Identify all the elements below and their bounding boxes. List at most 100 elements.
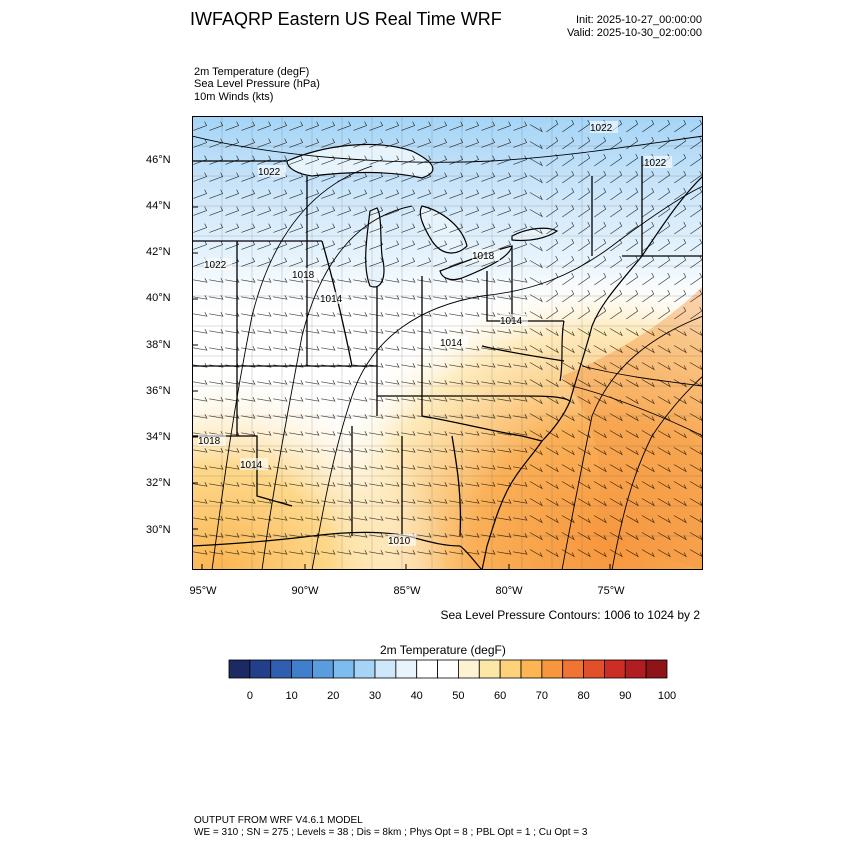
wind-barb <box>337 155 352 165</box>
wind-barb <box>529 345 543 354</box>
wind-barb <box>273 397 288 402</box>
wind-barb <box>417 363 432 368</box>
wind-barb <box>481 363 496 368</box>
wind-barb <box>225 431 240 436</box>
wind-barb <box>193 312 208 317</box>
wind-barb <box>449 138 464 148</box>
wind-barb <box>546 170 559 184</box>
wind-barb <box>657 515 671 524</box>
wind-barb <box>273 295 288 300</box>
wind-barb <box>209 189 224 199</box>
wind-barb <box>481 499 496 504</box>
wind-barb <box>401 240 416 250</box>
wind-barb <box>257 189 272 199</box>
wind-barb <box>641 447 655 456</box>
wind-barb <box>625 532 639 541</box>
wind-barb <box>241 448 256 453</box>
wind-barb <box>513 329 528 334</box>
wind-barb <box>481 121 496 131</box>
wind-barb <box>594 170 607 184</box>
wind-barb <box>546 119 559 133</box>
wind-barb <box>674 136 687 150</box>
wind-barb <box>497 329 512 334</box>
wind-barb <box>273 448 288 453</box>
wind-barb <box>513 516 528 521</box>
wind-barb <box>578 170 591 184</box>
wind-barb <box>225 516 240 521</box>
wind-barb <box>353 448 368 453</box>
wind-barb <box>465 533 480 538</box>
wind-barb <box>209 363 224 368</box>
wind-barb <box>641 481 655 490</box>
colorbar-swatch <box>624 659 647 679</box>
wind-barb <box>257 499 272 504</box>
wind-barb <box>562 289 575 303</box>
wind-barb <box>401 448 416 453</box>
wind-barb <box>337 448 352 453</box>
wind-barb <box>465 465 480 470</box>
wind-barb <box>449 257 464 267</box>
wind-barb <box>289 465 304 470</box>
wind-barb <box>209 329 224 334</box>
wind-barb <box>353 121 368 131</box>
wind-barb <box>513 223 528 233</box>
wind-barb <box>561 362 575 371</box>
wind-barb <box>449 363 464 368</box>
wind-barb <box>642 272 655 286</box>
wind-barb <box>561 464 575 473</box>
wind-barb <box>593 515 607 524</box>
wind-barb <box>449 121 464 131</box>
wind-barb <box>594 255 607 269</box>
wind-barb <box>209 240 224 250</box>
wind-barb <box>321 550 336 555</box>
wind-barb <box>449 516 464 521</box>
wind-barb <box>594 272 607 286</box>
lat-label-42: 42°N <box>146 246 171 258</box>
wind-barb <box>674 204 687 218</box>
wind-barb <box>497 363 512 368</box>
wind-barb <box>353 431 368 436</box>
colorbar-tick-label: 20 <box>327 690 340 702</box>
wind-barb <box>385 414 400 419</box>
wind-barb <box>417 414 432 419</box>
wind-barb <box>401 499 416 504</box>
wind-barb <box>481 223 496 233</box>
wind-barb <box>626 153 639 167</box>
wind-barb <box>449 448 464 453</box>
wind-barb <box>529 549 543 558</box>
wind-barb <box>690 119 703 133</box>
wind-barb <box>513 295 528 300</box>
footer-config: WE = 310 ; SN = 275 ; Levels = 38 ; Dis … <box>194 827 588 838</box>
contour-label: 1010 <box>388 536 411 547</box>
wind-barb <box>193 380 208 385</box>
wind-barb <box>513 257 528 267</box>
wind-barb <box>433 295 448 300</box>
wind-barb <box>497 550 512 555</box>
wind-barb <box>562 170 575 184</box>
wind-barb <box>353 414 368 419</box>
wind-barb <box>529 243 543 252</box>
wind-barb <box>497 257 512 267</box>
wind-barb <box>289 499 304 504</box>
wind-barb <box>609 515 623 524</box>
wind-barb <box>673 498 687 507</box>
wind-barb <box>337 363 352 368</box>
wind-barb <box>241 155 256 165</box>
wind-barb <box>337 550 352 555</box>
wind-barb <box>578 289 591 303</box>
wind-barb <box>562 153 575 167</box>
wind-barb <box>657 430 671 439</box>
wind-barb <box>529 226 543 235</box>
wind-barb <box>561 328 575 337</box>
contour-label: 1022 <box>258 167 281 178</box>
wind-barb <box>449 380 464 385</box>
wind-barb <box>513 465 528 470</box>
wind-barb <box>353 240 368 250</box>
wind-barb <box>369 172 384 182</box>
wind-barb <box>562 221 575 235</box>
wind-barb <box>257 448 272 453</box>
wind-barb <box>289 312 304 317</box>
wind-barb <box>305 414 320 419</box>
wind-barb <box>225 155 240 165</box>
wind-barb <box>529 430 543 439</box>
